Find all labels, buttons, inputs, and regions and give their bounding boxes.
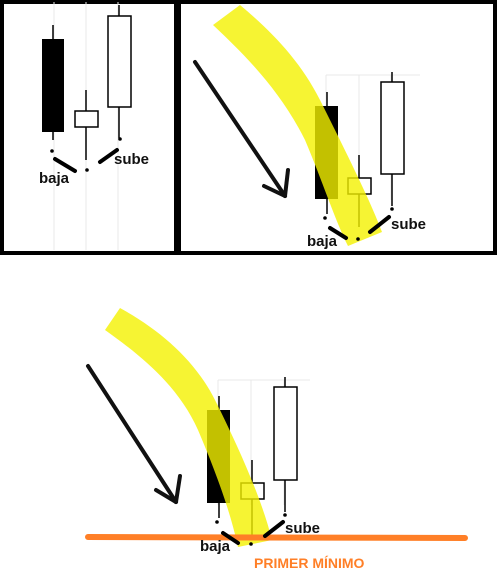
- low-dot: [323, 216, 327, 220]
- first-low-label: PRIMER MÍNIMO: [254, 555, 365, 571]
- first-low-line: [85, 534, 468, 541]
- down-label: baja: [307, 233, 338, 250]
- low-dot: [50, 149, 54, 153]
- up-label: sube: [114, 151, 149, 168]
- panel-right: baja sube: [177, 0, 497, 255]
- downtrend-arrow: [193, 60, 290, 198]
- up-label: sube: [285, 520, 320, 537]
- panel-left: baja sube: [0, 0, 178, 255]
- down-stroke: [328, 226, 348, 240]
- highlight-stroke: [105, 308, 272, 547]
- low-dot: [390, 207, 394, 211]
- low-dot: [283, 513, 287, 517]
- downtrend-arrow: [86, 364, 182, 504]
- low-dot: [356, 237, 360, 241]
- low-dot: [85, 168, 89, 172]
- low-dot: [118, 137, 122, 141]
- down-label: baja: [200, 538, 231, 555]
- down-label: baja: [39, 170, 70, 187]
- down-stroke: [221, 531, 240, 545]
- highlight-stroke: [213, 5, 382, 246]
- panel-right-frame: [177, 0, 497, 255]
- down-stroke: [53, 157, 77, 173]
- bottom-figure: baja sube PRIMER MÍNIMO: [85, 308, 468, 571]
- up-stroke: [98, 148, 119, 164]
- low-dot: [249, 542, 253, 546]
- up-stroke: [263, 520, 285, 538]
- bullish-candle: [380, 72, 405, 206]
- small-candle: [74, 90, 99, 160]
- up-stroke: [368, 215, 391, 234]
- low-dot: [215, 520, 219, 524]
- panel-left-frame: [0, 0, 178, 255]
- bearish-candle: [42, 25, 64, 140]
- up-label: sube: [391, 216, 426, 233]
- bullish-candle: [107, 5, 132, 138]
- bullish-candle: [273, 377, 298, 512]
